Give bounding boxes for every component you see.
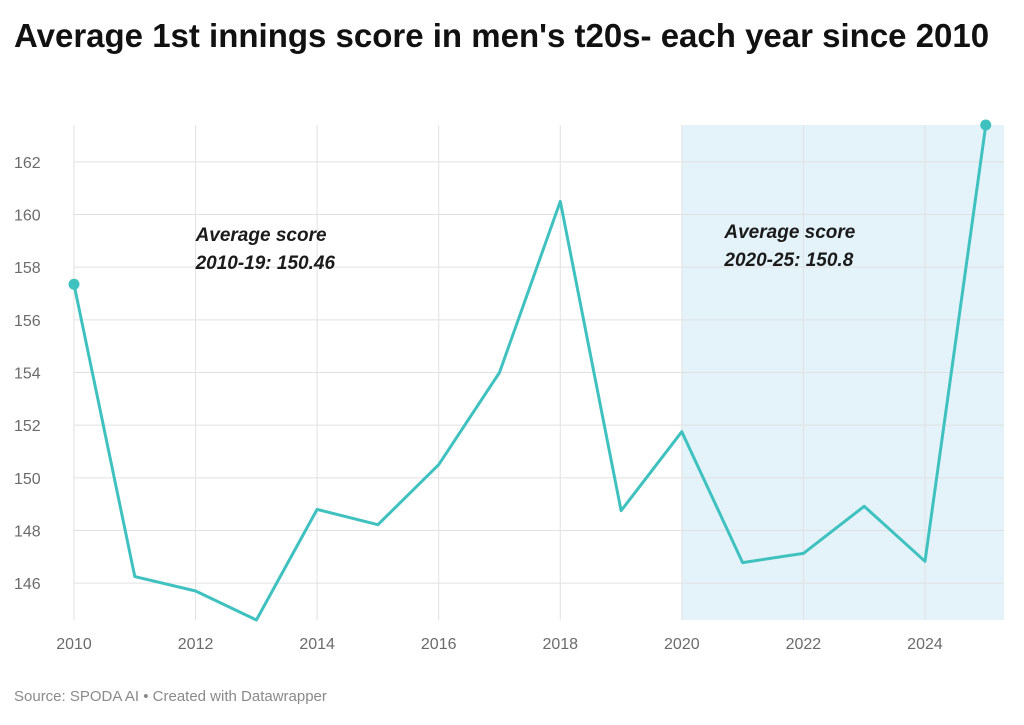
- x-tick-label: 2018: [542, 636, 578, 653]
- x-tick-label: 2022: [786, 636, 822, 653]
- y-tick-label: 158: [14, 260, 41, 277]
- x-tick-label: 2010: [56, 636, 92, 653]
- endpoint-marker: [980, 119, 992, 131]
- y-tick-label: 154: [14, 366, 41, 383]
- y-tick-label: 160: [14, 208, 41, 225]
- y-tick-label: 150: [14, 471, 41, 488]
- y-tick-label: 156: [14, 313, 41, 330]
- y-tick-label: 146: [14, 576, 41, 593]
- x-tick-label: 2024: [907, 636, 943, 653]
- x-tick-label: 2014: [299, 636, 335, 653]
- line-chart: 146 148 150 152 154 156 158 160 162 2010 2012 2014 2…: [14, 119, 1004, 653]
- chart-title: Average 1st innings score in men's t20s-…: [14, 17, 990, 54]
- source-note: Source: SPODA AI • Created with Datawrap…: [14, 688, 327, 705]
- annotation-text: Average score: [195, 225, 327, 246]
- series-line: [72, 123, 988, 622]
- x-tick-label: 2016: [421, 636, 457, 653]
- tick-label-layer: 146 148 150 152 154 156 158 160 162 2010 2012 2014 2…: [14, 155, 943, 653]
- annotation-text: 2010-19: 150.46: [195, 253, 336, 274]
- annotation-layer: Average score 2010-19: 150.46 Average scor…: [195, 222, 856, 274]
- annotation-text: 2020-25: 150.8: [723, 250, 853, 271]
- annotation-text: Average score: [723, 222, 855, 243]
- x-tick-label: 2012: [178, 636, 214, 653]
- series-layer: [68, 119, 992, 622]
- endpoint-marker: [68, 278, 80, 290]
- grid-layer: [73, 125, 1004, 620]
- x-tick-label: 2020: [664, 636, 700, 653]
- y-tick-label: 162: [14, 155, 41, 172]
- y-tick-label: 152: [14, 418, 41, 435]
- y-tick-label: 148: [14, 523, 41, 540]
